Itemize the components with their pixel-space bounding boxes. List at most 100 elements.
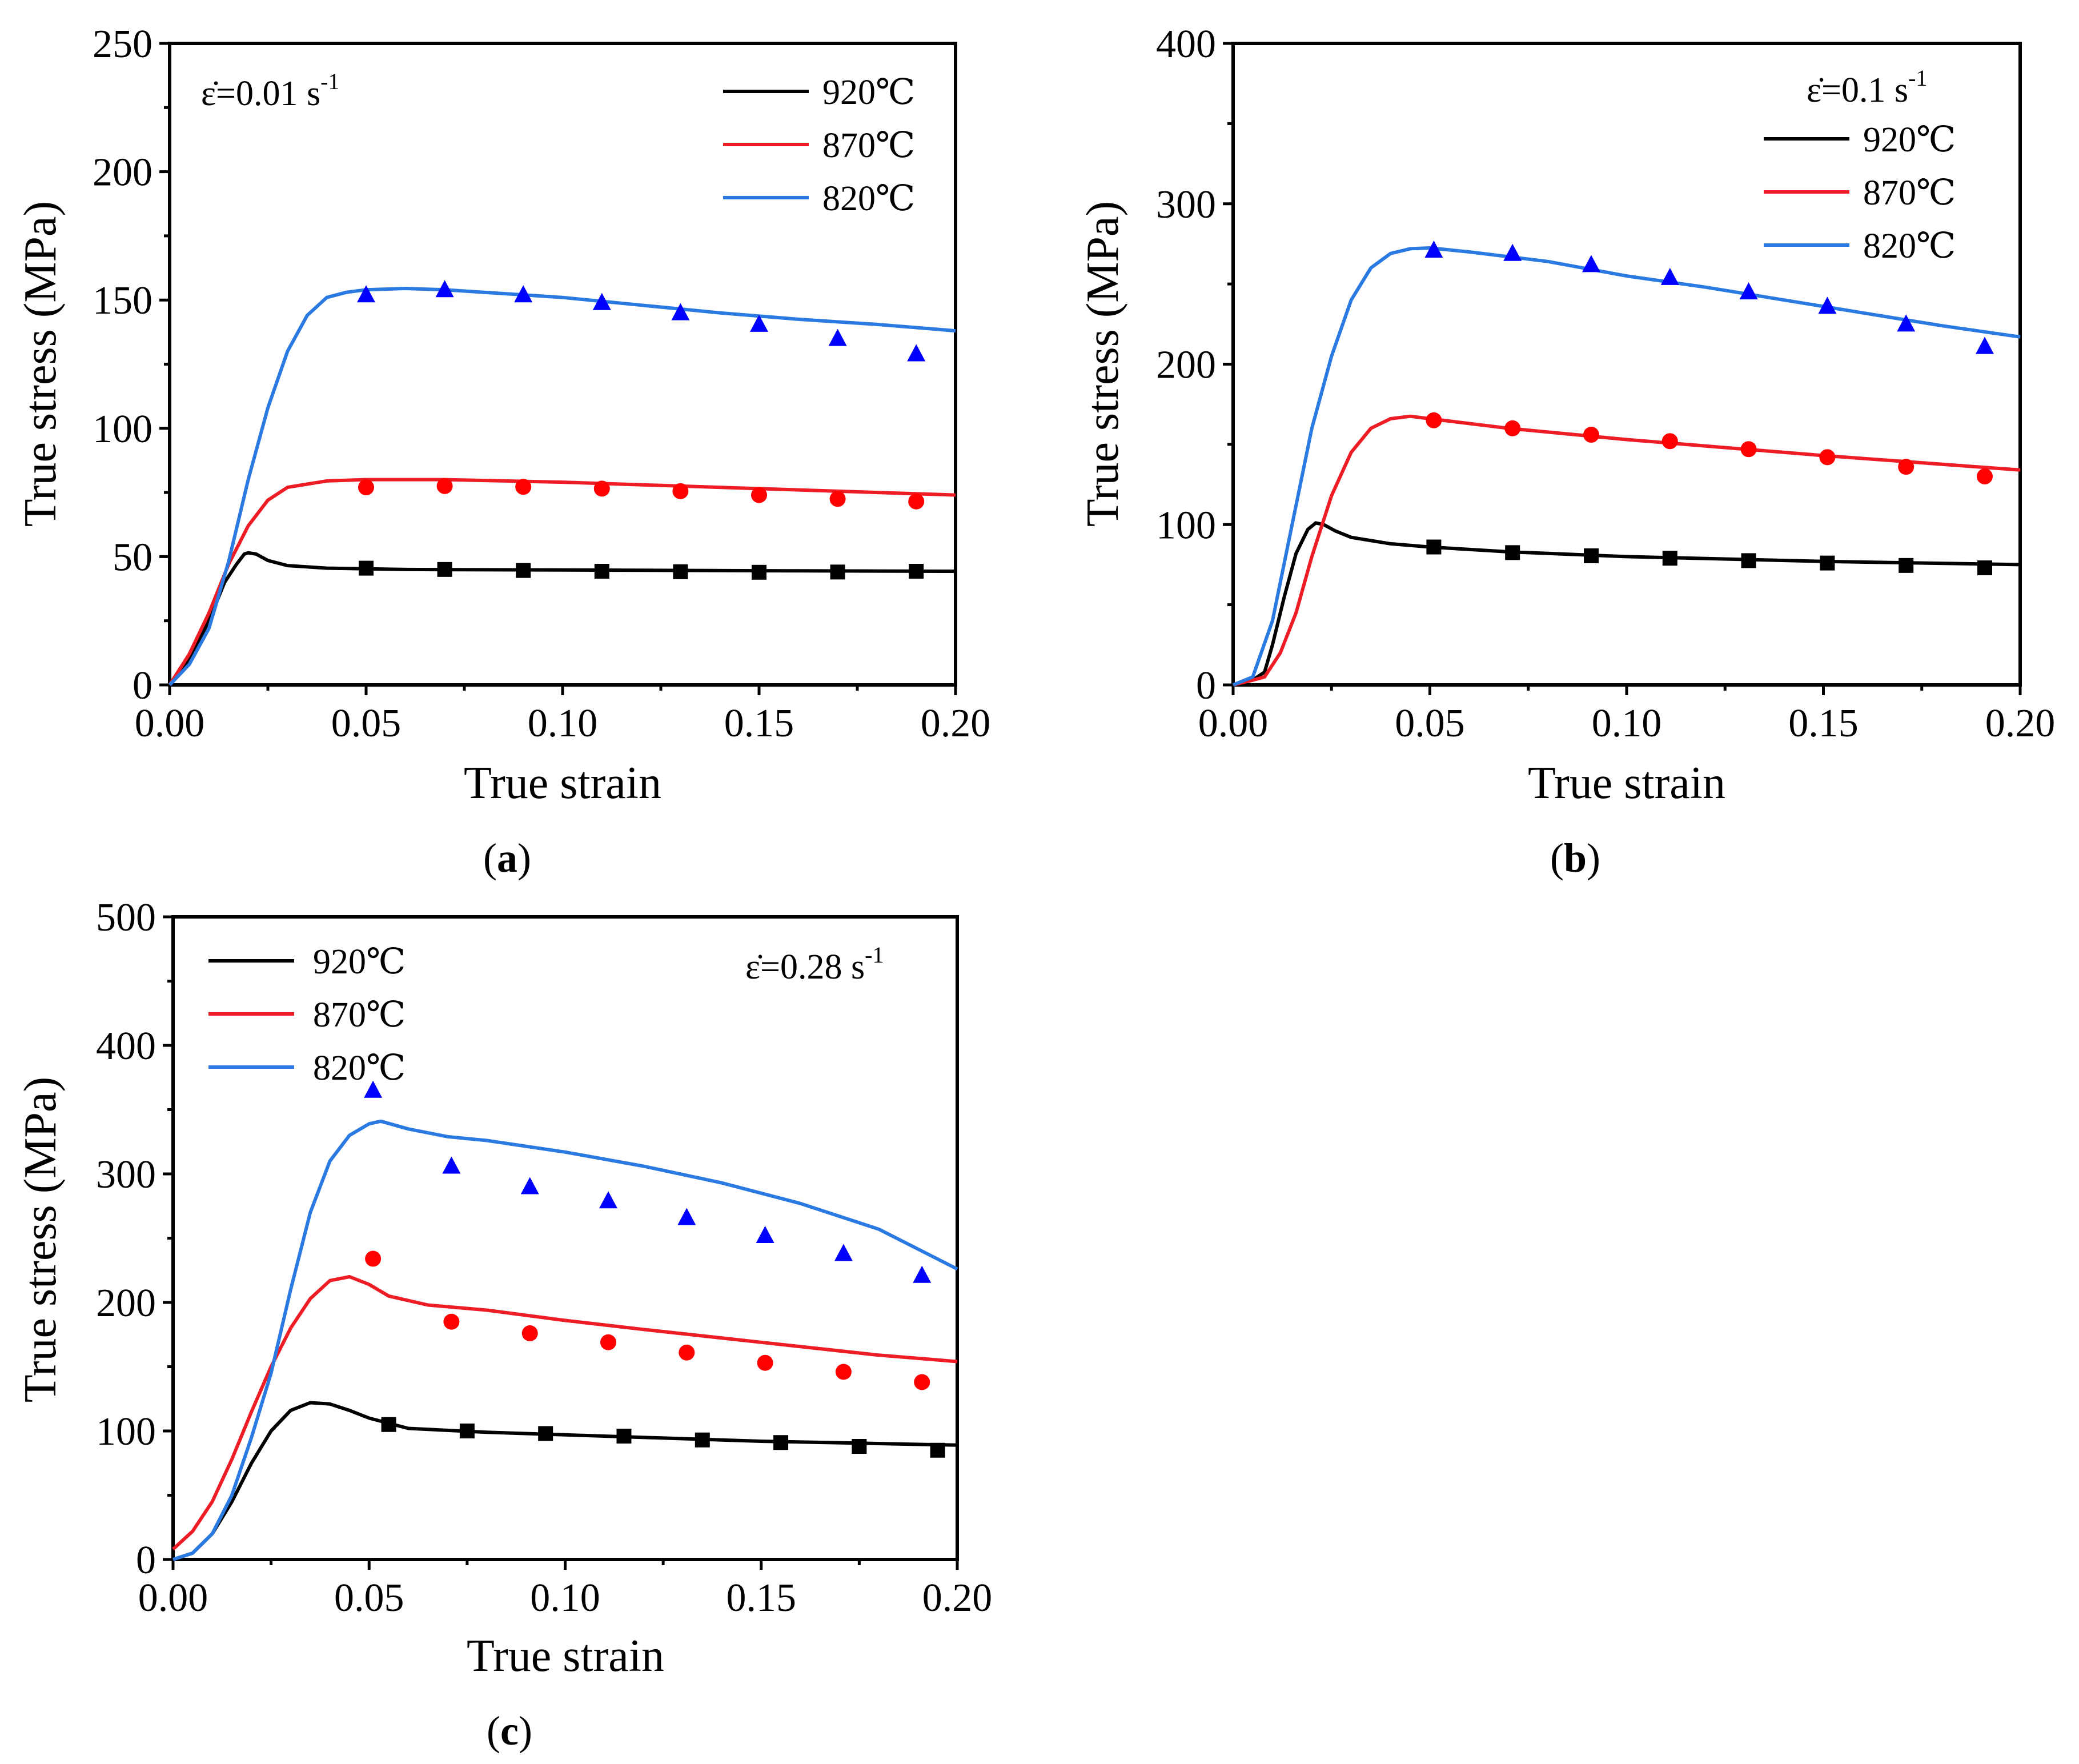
panel-c-point-820 xyxy=(599,1191,618,1209)
panel-c-legend-item-820: 820℃ xyxy=(208,1049,406,1088)
panel-b-legend-item-920: 920℃ xyxy=(1764,121,1956,159)
panel-c-caption: (c) xyxy=(487,1708,532,1754)
panel-c-point-920 xyxy=(930,1442,945,1458)
panel-c-point-820 xyxy=(520,1177,539,1194)
panel-a-y-axis-label: True stress (MPa) xyxy=(15,201,66,527)
panel-a-y-ticks: 0 50 100 150 200 250 xyxy=(93,22,170,708)
panel-a-point-920 xyxy=(752,564,766,580)
panel-c-y-tick-label: 400 xyxy=(96,1024,156,1068)
panel-b-lines xyxy=(1232,246,2021,687)
panel-c-y-tick-label: 300 xyxy=(96,1153,156,1197)
panel-a-x-tick-label: 0.20 xyxy=(921,701,991,745)
panel-b-line-920 xyxy=(1233,521,2021,687)
panel-a-legend-item-920: 920℃ xyxy=(723,73,915,112)
panel-c-point-870 xyxy=(679,1344,695,1361)
panel-c-legend-item-920: 920℃ xyxy=(208,943,406,981)
panel-a-y-tick-label: 200 xyxy=(93,151,152,195)
panel-a-line-820 xyxy=(168,287,956,687)
panel-b-point-920 xyxy=(1977,560,1992,576)
panel-a-point-870 xyxy=(436,478,453,494)
panel-a-y-tick-label: 0 xyxy=(133,664,152,708)
panel-b-legend-label-820: 820℃ xyxy=(1863,227,1956,266)
panel-a-legend-item-820: 820℃ xyxy=(723,179,915,218)
panel-c-legend-label-820: 820℃ xyxy=(313,1049,406,1088)
panel-b-y-tick-label: 0 xyxy=(1196,664,1216,708)
panel-c-x-tick-label: 0.20 xyxy=(922,1576,993,1620)
panel-c-point-920 xyxy=(773,1435,789,1450)
panel-c-lines xyxy=(171,1119,958,1561)
panel-c-point-920 xyxy=(616,1429,632,1444)
panel-a-point-820 xyxy=(435,280,454,298)
panel-c-x-axis-label: True strain xyxy=(467,1631,664,1681)
panel-c-point-820 xyxy=(756,1226,774,1243)
panel-c-x-tick-label: 0.15 xyxy=(727,1576,797,1620)
panel-a-point-870 xyxy=(829,491,846,507)
panel-a-point-920 xyxy=(516,563,531,578)
panel-b-point-820 xyxy=(1660,267,1679,285)
panel-b-y-tick-label: 100 xyxy=(1156,503,1216,547)
panel-b-point-920 xyxy=(1820,555,1835,571)
panel-c-point-820 xyxy=(442,1156,461,1174)
panel-a: 0 50 100 150 200 250 0.00 0.05 0.10 0.15 0.20 ε̇=… xyxy=(15,22,990,881)
panel-c-line-820 xyxy=(172,1119,958,1561)
panel-a-point-920 xyxy=(673,564,688,579)
panel-a-x-tick-label: 0.10 xyxy=(528,701,598,745)
panel-b-point-820 xyxy=(1975,336,1994,354)
panel-c-point-920 xyxy=(381,1417,396,1432)
panel-b-y-tick-label: 200 xyxy=(1156,343,1216,387)
panel-a-point-920 xyxy=(594,564,609,579)
panel-c-point-920 xyxy=(538,1426,553,1441)
panel-b-point-870 xyxy=(1661,433,1678,450)
panel-b-point-820 xyxy=(1739,282,1758,300)
panel-a-x-ticks: 0.00 0.05 0.10 0.15 0.20 xyxy=(135,685,991,745)
panel-b: 0 100 200 300 400 0.00 0.05 0.10 0.15 0.20 ε̇=0.… xyxy=(1078,22,2055,881)
panel-c-y-tick-label: 500 xyxy=(96,896,156,940)
panel-c-point-870 xyxy=(600,1334,617,1350)
panel-c-point-920 xyxy=(852,1439,867,1454)
panel-a-point-920 xyxy=(359,560,374,576)
panel-b-y-tick-label: 400 xyxy=(1156,22,1216,66)
panel-c-point-820 xyxy=(677,1208,696,1225)
panel-c-point-820 xyxy=(834,1244,853,1261)
panel-a-y-tick-label: 250 xyxy=(93,22,152,66)
panel-a-lines xyxy=(168,287,956,687)
panel-b-rate-label: ε̇=0.1 s-1 xyxy=(1807,65,1927,110)
panel-c-point-870 xyxy=(835,1364,852,1380)
panel-a-point-820 xyxy=(592,292,611,310)
panel-c-point-870 xyxy=(443,1313,460,1330)
panel-b-point-920 xyxy=(1583,548,1599,563)
panel-b-point-820 xyxy=(1897,314,1916,332)
panel-a-point-820 xyxy=(907,344,926,362)
panel-a-point-920 xyxy=(830,564,845,580)
panel-b-y-ticks: 0 100 200 300 400 xyxy=(1156,22,1233,708)
panel-c-line-920 xyxy=(172,1401,958,1561)
panel-b-line-870 xyxy=(1233,414,2021,687)
panel-a-point-820 xyxy=(828,328,847,346)
panel-a-point-870 xyxy=(908,493,925,510)
panel-c-x-tick-label: 0.10 xyxy=(530,1576,600,1620)
panel-b-legend-label-870: 870℃ xyxy=(1863,174,1956,213)
panel-a-markers xyxy=(357,280,926,580)
panel-b-y-axis-label: True stress (MPa) xyxy=(1078,201,1128,527)
panel-b-x-tick-label: 0.20 xyxy=(1985,701,2056,745)
panel-b-point-820 xyxy=(1503,243,1522,261)
panel-a-point-870 xyxy=(358,479,374,496)
panel-b-point-920 xyxy=(1505,545,1520,560)
panel-c-point-870 xyxy=(914,1374,930,1390)
panel-b-point-820 xyxy=(1582,255,1600,272)
panel-b-point-870 xyxy=(1740,441,1757,458)
panel-c-line-870 xyxy=(171,1275,958,1551)
panel-a-legend-label-820: 820℃ xyxy=(822,179,915,218)
panel-a-point-870 xyxy=(593,480,610,497)
panel-a-rate-label: ε̇=0.01 s-1 xyxy=(201,69,339,113)
panel-a-point-820 xyxy=(514,285,533,303)
panel-b-x-ticks: 0.00 0.05 0.10 0.15 0.20 xyxy=(1198,685,2056,745)
panel-c-point-920 xyxy=(695,1432,710,1448)
panel-b-point-870 xyxy=(1976,468,1993,485)
panel-b-point-820 xyxy=(1818,296,1837,314)
panel-c-point-920 xyxy=(459,1424,475,1438)
panel-b-legend: 920℃ 870℃ 820℃ xyxy=(1764,121,1956,266)
panel-b-point-920 xyxy=(1899,558,1914,573)
panel-c-point-870 xyxy=(757,1354,773,1371)
